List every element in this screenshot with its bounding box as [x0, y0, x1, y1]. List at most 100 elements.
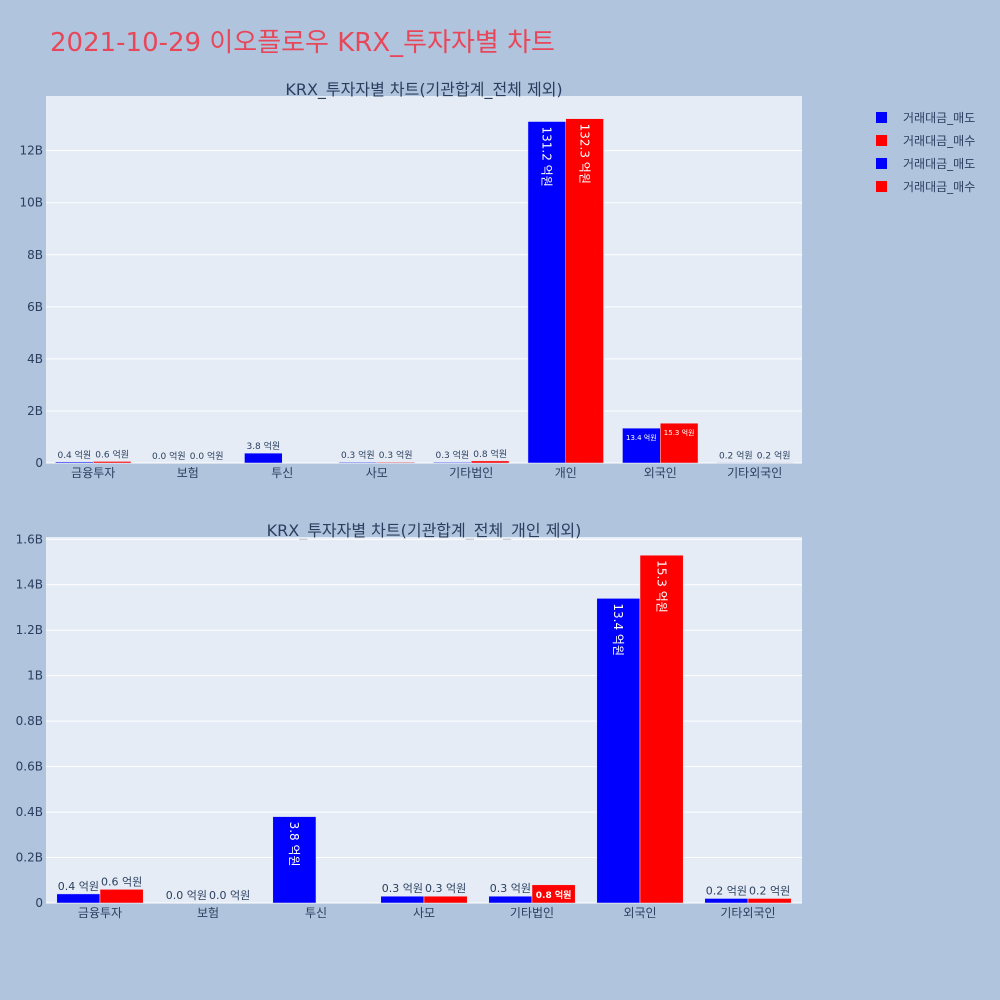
bar: [622, 427, 661, 464]
bar: [244, 452, 283, 464]
legend-item[interactable]: 거래대금_매도: [876, 152, 975, 175]
x-tick-label: 금융투자: [78, 906, 122, 920]
bar: [704, 898, 749, 904]
y-tick-label: 0.2B: [16, 851, 43, 865]
bar: [660, 422, 699, 464]
data-label: 3.8 억원: [287, 822, 301, 867]
bar: [272, 816, 317, 904]
y-tick-label: 1.6B: [16, 532, 43, 546]
x-tick-label: 투신: [305, 906, 327, 920]
legend-item[interactable]: 거래대금_매수: [876, 129, 975, 152]
y-tick-label: 8B: [27, 248, 43, 262]
legend-swatch: [876, 158, 887, 169]
page-title: 2021-10-29 이오플로우 KRX_투자자별 차트: [50, 28, 555, 58]
y-tick-label: 1.2B: [16, 623, 43, 637]
data-label: 13.4 억원: [611, 603, 625, 656]
y-tick-label: 2B: [27, 404, 43, 418]
data-label: 0.0 억원: [190, 450, 224, 462]
data-label: 0.6 억원: [95, 448, 129, 460]
bar: [596, 598, 641, 904]
legend-label: 거래대금_매수: [903, 180, 976, 194]
data-label: 0.0 억원: [209, 889, 250, 902]
data-label: 0.3 억원: [435, 449, 469, 461]
y-tick-label: 1.4B: [16, 578, 43, 592]
bar: [93, 461, 132, 464]
bar: [716, 462, 756, 464]
data-label: 0.0 억원: [152, 450, 186, 462]
legend-swatch: [876, 181, 887, 192]
y-tick-label: 10B: [19, 196, 43, 210]
data-label: 0.2 억원: [749, 884, 790, 897]
bar: [747, 898, 792, 904]
data-label: 0.4 억원: [57, 449, 91, 461]
bar: [56, 893, 101, 904]
bar: [471, 460, 510, 464]
data-label: 13.4 억원: [626, 433, 657, 442]
legend-label: 거래대금_매도: [903, 157, 976, 171]
bar: [380, 895, 425, 904]
data-label: 0.8 억원: [473, 448, 507, 460]
y-tick-label: 0: [35, 896, 43, 910]
bar: [433, 461, 472, 464]
x-tick-label: 보험: [197, 906, 219, 920]
plot-area: [46, 96, 802, 463]
data-label: 15.3 억원: [664, 428, 695, 437]
data-label: 132.3 억원: [577, 124, 591, 184]
bar: [423, 895, 468, 904]
legend-swatch: [876, 112, 887, 123]
x-tick-label: 사모: [366, 466, 388, 480]
y-tick-label: 12B: [19, 144, 43, 158]
y-tick-label: 6B: [27, 300, 43, 314]
bar: [55, 461, 94, 464]
data-label: 0.2 억원: [706, 884, 747, 897]
x-tick-label: 사모: [413, 906, 435, 920]
bar: [565, 118, 604, 464]
bar: [338, 461, 378, 464]
bar: [754, 462, 793, 464]
legend-label: 거래대금_매도: [903, 111, 976, 125]
y-tick-label: 0.4B: [16, 805, 43, 819]
bar: [488, 895, 533, 904]
bar: [376, 461, 415, 464]
x-tick-label: 기타외국인: [727, 466, 782, 480]
y-tick-label: 1B: [27, 669, 43, 683]
plot-area: [46, 537, 802, 903]
legend-swatch: [876, 135, 887, 146]
x-tick-label: 기타법인: [510, 906, 554, 920]
chart-title: KRX_투자자별 차트(기관합계_전체_개인 제외): [267, 521, 582, 541]
legend[interactable]: 거래대금_매도 거래대금_매수 거래대금_매도 거래대금_매수: [876, 106, 975, 198]
data-label: 0.3 억원: [379, 449, 413, 461]
x-tick-label: 외국인: [644, 466, 677, 480]
x-tick-label: 투신: [271, 466, 293, 480]
data-label: 15.3 억원: [654, 560, 668, 613]
legend-label: 거래대금_매수: [903, 134, 976, 148]
y-tick-label: 0.6B: [16, 760, 43, 774]
y-tick-label: 0.8B: [16, 714, 43, 728]
x-tick-label: 개인: [555, 466, 577, 480]
bar: [639, 554, 684, 904]
data-label: 0.3 억원: [425, 882, 466, 895]
data-label: 0.6 억원: [101, 875, 142, 888]
x-tick-label: 보험: [177, 466, 199, 480]
data-label: 0.2 억원: [757, 449, 791, 461]
data-label: 0.3 억원: [490, 882, 531, 895]
legend-item[interactable]: 거래대금_매도: [876, 106, 975, 129]
y-tick-label: 4B: [27, 352, 43, 366]
x-tick-label: 금융투자: [71, 466, 115, 480]
data-label: 0.4 억원: [58, 880, 99, 893]
data-label: 131.2 억원: [540, 127, 554, 187]
x-tick-label: 외국인: [623, 906, 656, 920]
data-label: 0.8 억원: [536, 889, 572, 901]
chart-title: KRX_투자자별 차트(기관합계_전체 제외): [285, 80, 562, 100]
data-label: 0.3 억원: [382, 882, 423, 895]
data-label: 3.8 억원: [246, 440, 280, 452]
bar: [527, 121, 567, 464]
bar: [531, 884, 576, 904]
x-tick-label: 기타외국인: [720, 906, 775, 920]
data-label: 0.3 억원: [341, 449, 375, 461]
bar: [99, 889, 144, 904]
legend-item[interactable]: 거래대금_매수: [876, 175, 975, 198]
y-tick-label: 0: [35, 456, 43, 470]
data-label: 0.2 억원: [719, 449, 753, 461]
